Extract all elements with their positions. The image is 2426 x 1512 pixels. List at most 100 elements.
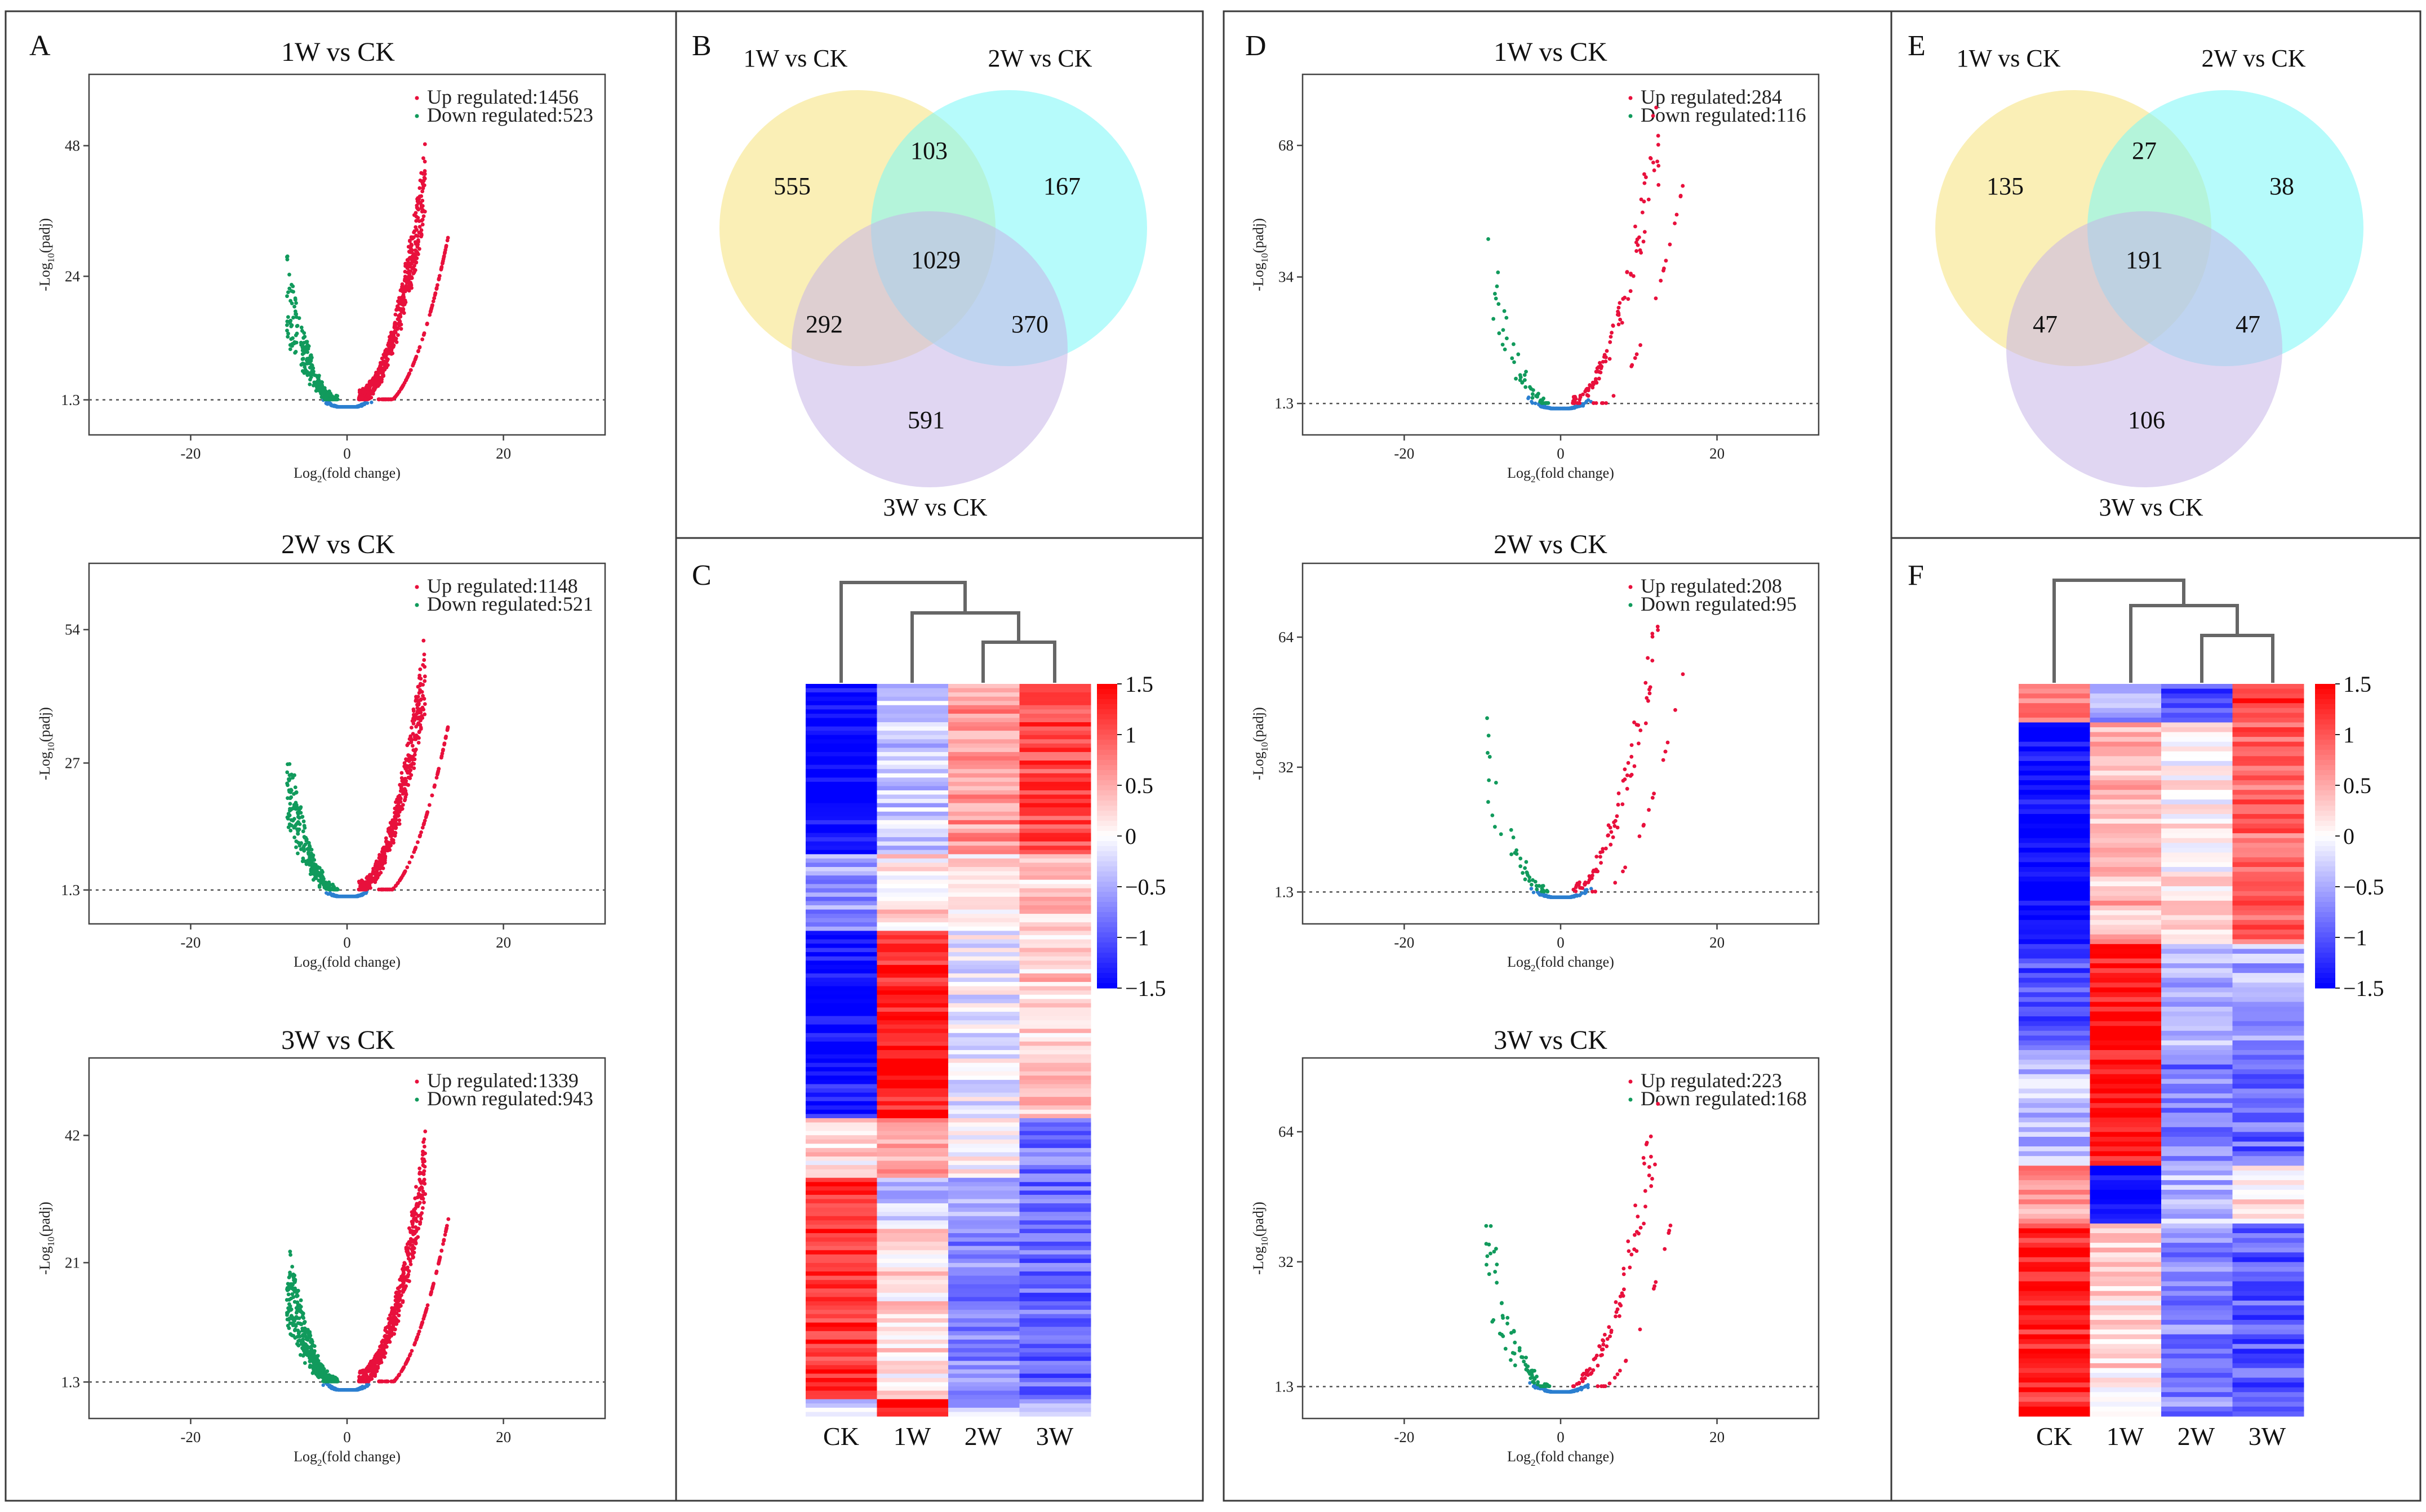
point-down <box>289 1296 294 1301</box>
heatmap-cell <box>877 731 949 736</box>
point-down <box>1510 356 1514 361</box>
point-up <box>374 1352 379 1357</box>
point-up <box>390 1306 394 1310</box>
volcano-points <box>1486 105 1685 411</box>
heatmap-cell <box>948 713 1020 719</box>
point-up <box>1655 159 1660 164</box>
point-up <box>409 275 413 280</box>
heatmap-cell <box>948 731 1020 736</box>
point-up <box>407 270 411 274</box>
point-down <box>288 1249 292 1254</box>
point-down <box>312 866 317 870</box>
point-nonsig <box>341 1388 345 1392</box>
legend-down-marker <box>1628 603 1633 607</box>
point-up <box>1606 823 1611 828</box>
point-up <box>372 1373 376 1377</box>
point-down <box>319 383 323 387</box>
point-up <box>412 1342 416 1347</box>
point-up <box>1620 321 1624 325</box>
point-up <box>404 1247 408 1251</box>
heatmap-cell <box>948 718 1020 723</box>
point-up <box>1610 331 1614 335</box>
point-down <box>1524 370 1528 374</box>
heatmap-cell <box>806 713 877 719</box>
point-up <box>1601 847 1605 851</box>
point-down <box>301 1340 305 1344</box>
point-down <box>287 1275 291 1280</box>
point-down <box>310 1342 315 1347</box>
point-up <box>1663 749 1668 754</box>
point-up <box>1674 212 1679 217</box>
point-down <box>305 350 310 354</box>
point-up <box>420 1206 425 1210</box>
point-up <box>1654 296 1658 300</box>
point-up <box>379 1379 384 1384</box>
point-up <box>417 736 421 740</box>
point-up <box>416 699 421 703</box>
point-up <box>394 825 398 830</box>
point-down <box>286 335 290 339</box>
point-down <box>285 254 290 259</box>
point-up <box>434 776 439 780</box>
point-up <box>376 397 381 402</box>
point-up <box>407 1226 411 1230</box>
x-axis-label-sub: 2 <box>1531 1457 1536 1468</box>
point-down <box>287 273 291 277</box>
point-up <box>436 770 440 774</box>
point-up <box>401 297 405 301</box>
point-up <box>413 357 417 361</box>
point-nonsig <box>1572 894 1576 899</box>
point-up <box>1607 357 1612 361</box>
point-up <box>400 782 404 787</box>
point-down <box>1522 1359 1526 1364</box>
point-up <box>442 742 446 747</box>
point-down <box>1536 392 1540 396</box>
point-up <box>398 797 403 801</box>
heatmap-cell <box>877 739 949 744</box>
point-up <box>382 851 386 855</box>
point-up <box>388 831 392 836</box>
point-up <box>401 1272 406 1277</box>
point-up <box>411 717 415 721</box>
point-up <box>445 1226 448 1230</box>
point-up <box>423 1313 427 1317</box>
point-nonsig <box>1576 404 1580 408</box>
point-down <box>289 795 294 799</box>
point-up <box>1637 741 1641 746</box>
panel-letter-f: F <box>1908 559 1924 592</box>
point-nonsig <box>370 401 374 404</box>
point-up <box>396 1293 401 1298</box>
point-up <box>441 748 445 752</box>
point-up <box>1599 1353 1603 1358</box>
point-down <box>1521 871 1525 875</box>
heatmap-cell <box>877 743 949 748</box>
point-down <box>332 1379 337 1384</box>
point-down <box>1523 385 1528 389</box>
x-tick-label: 20 <box>496 934 511 951</box>
point-up <box>384 1339 388 1344</box>
point-up <box>1586 880 1590 884</box>
x-tick-label: 0 <box>1557 445 1565 462</box>
point-up <box>1594 869 1598 874</box>
point-up <box>397 389 402 394</box>
y-tick-label: 64 <box>1278 1123 1294 1140</box>
panel-c-border <box>675 537 1204 1502</box>
point-up <box>1642 181 1647 185</box>
point-up <box>419 1325 423 1329</box>
point-down <box>317 388 321 393</box>
x-axis-label: Log2(fold change) <box>294 954 401 973</box>
point-up <box>1650 634 1655 639</box>
point-up <box>408 1259 412 1264</box>
x-tick-label: 0 <box>343 445 351 462</box>
point-down <box>1545 890 1550 894</box>
x-tick-label: -20 <box>180 934 201 951</box>
point-down <box>285 1298 289 1302</box>
point-up <box>1589 876 1594 880</box>
point-up <box>1583 389 1588 394</box>
plot-frame <box>88 562 606 925</box>
point-up <box>406 244 411 249</box>
point-nonsig <box>1555 406 1559 411</box>
heatmap-cell <box>1019 692 1091 697</box>
y-axis-label: -Log10(padj) <box>37 1202 56 1275</box>
